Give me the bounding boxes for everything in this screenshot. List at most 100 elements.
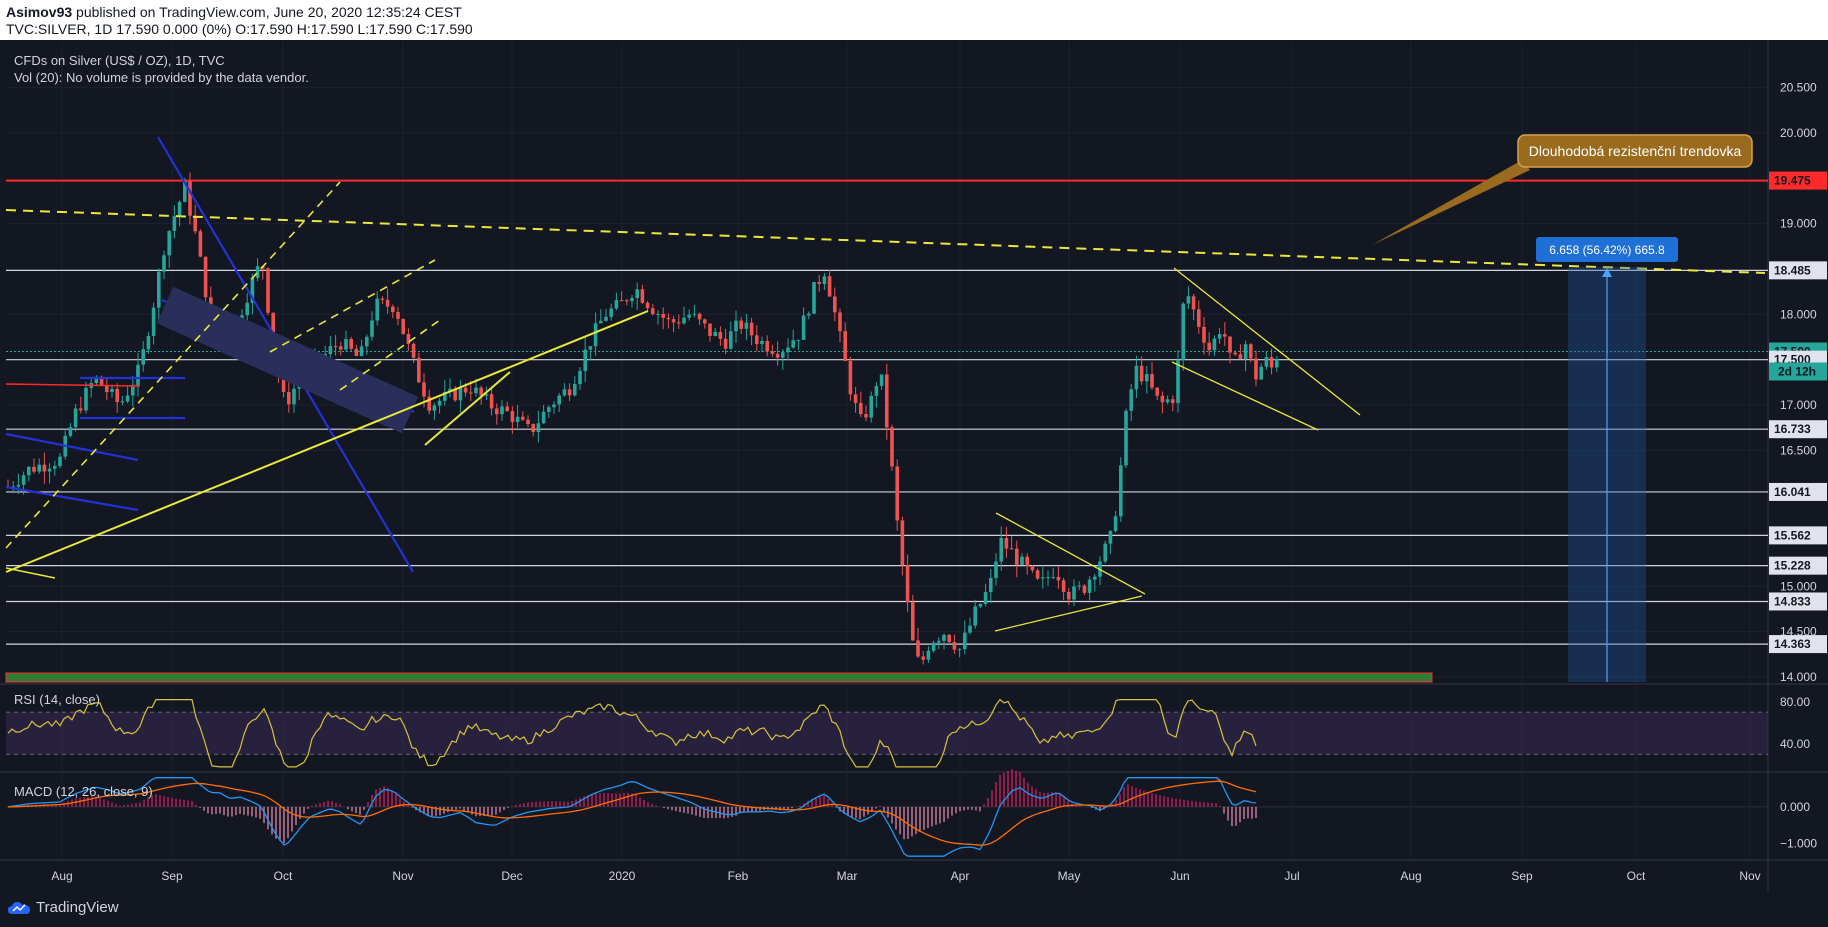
candle-body[interactable] — [588, 346, 593, 350]
candle-body[interactable] — [1072, 586, 1076, 600]
candle-body[interactable] — [209, 297, 213, 311]
candle-body[interactable] — [755, 335, 759, 345]
candle-body[interactable] — [193, 215, 197, 232]
candle-body[interactable] — [625, 300, 629, 302]
candle-body[interactable] — [807, 313, 811, 316]
candle-body[interactable] — [411, 343, 416, 358]
candle-body[interactable] — [333, 346, 338, 348]
author-name[interactable]: Asimov93 — [6, 4, 73, 20]
candle-body[interactable] — [21, 475, 26, 485]
candle-body[interactable] — [708, 323, 712, 336]
candle-body[interactable] — [1150, 374, 1154, 388]
candle-body[interactable] — [1061, 580, 1066, 592]
candle-body[interactable] — [58, 456, 62, 467]
candle-body[interactable] — [1067, 591, 1071, 600]
candle-body[interactable] — [573, 384, 577, 396]
candle-body[interactable] — [859, 402, 863, 415]
candle-body[interactable] — [1176, 359, 1180, 404]
candle-body[interactable] — [505, 406, 509, 411]
yellow-short-segment[interactable] — [5, 567, 56, 579]
candle-body[interactable] — [489, 394, 494, 409]
candle-body[interactable] — [651, 308, 655, 315]
candle-body[interactable] — [729, 331, 733, 349]
candle-body[interactable] — [916, 640, 920, 657]
candle-body[interactable] — [281, 376, 286, 393]
candle-body[interactable] — [994, 561, 998, 578]
candle-body[interactable] — [1249, 344, 1253, 359]
candle-body[interactable] — [110, 388, 114, 393]
candle-body[interactable] — [266, 268, 270, 313]
candle-body[interactable] — [1181, 303, 1185, 360]
candle-body[interactable] — [947, 634, 951, 643]
candle-body[interactable] — [1025, 556, 1029, 567]
candle-body[interactable] — [801, 315, 806, 340]
candle-body[interactable] — [822, 276, 827, 284]
candle-body[interactable] — [827, 276, 832, 297]
candle-body[interactable] — [640, 289, 645, 303]
candle-body[interactable] — [1202, 326, 1206, 343]
candle-body[interactable] — [1015, 548, 1019, 565]
candle-body[interactable] — [365, 336, 369, 347]
candle-body[interactable] — [744, 322, 749, 329]
candle-body[interactable] — [687, 314, 691, 318]
candle-body[interactable] — [1020, 556, 1024, 565]
candle-body[interactable] — [1217, 334, 1222, 339]
candle-body[interactable] — [775, 353, 780, 358]
candle-body[interactable] — [635, 289, 639, 298]
candle-body[interactable] — [557, 395, 561, 405]
candle-body[interactable] — [599, 320, 603, 324]
candle-body[interactable] — [926, 650, 931, 660]
candle-body[interactable] — [1087, 579, 1092, 593]
candle-body[interactable] — [562, 389, 567, 396]
candle-body[interactable] — [115, 388, 119, 403]
candle-body[interactable] — [79, 408, 83, 411]
macd-line[interactable] — [7, 777, 1257, 857]
candle-body[interactable] — [120, 401, 125, 403]
candle-body[interactable] — [1093, 576, 1097, 580]
candle-body[interactable] — [380, 298, 385, 300]
candle-body[interactable] — [848, 360, 853, 395]
candle-body[interactable] — [661, 313, 665, 318]
candle-body[interactable] — [167, 231, 171, 256]
candle-body[interactable] — [354, 348, 359, 356]
wedge-upper[interactable] — [1173, 267, 1361, 416]
candle-body[interactable] — [448, 388, 452, 392]
candle-body[interactable] — [255, 266, 260, 278]
candle-body[interactable] — [697, 313, 702, 320]
candle-body[interactable] — [146, 335, 151, 350]
candle-body[interactable] — [1009, 548, 1014, 550]
macd-legend[interactable]: MACD (12, 26, close, 9) — [14, 784, 153, 799]
candle-body[interactable] — [614, 300, 619, 309]
candle-body[interactable] — [531, 424, 535, 433]
candle-body[interactable] — [84, 387, 88, 411]
candle-body[interactable] — [177, 201, 182, 217]
candle-body[interactable] — [671, 319, 676, 323]
candle-body[interactable] — [817, 282, 821, 284]
candle-body[interactable] — [328, 346, 333, 355]
candle-body[interactable] — [890, 427, 894, 467]
small-channel-upper[interactable] — [5, 432, 139, 462]
yellow-short-uptrend[interactable] — [424, 371, 511, 446]
candle-body[interactable] — [1228, 336, 1232, 353]
candle-body[interactable] — [609, 308, 613, 317]
candle-body[interactable] — [370, 320, 374, 337]
candle-body[interactable] — [1212, 338, 1217, 351]
candle-body[interactable] — [853, 394, 858, 403]
candle-body[interactable] — [32, 466, 36, 472]
candle-body[interactable] — [630, 297, 634, 302]
candle-body[interactable] — [931, 642, 936, 651]
candle-body[interactable] — [53, 466, 57, 469]
candle-body[interactable] — [541, 411, 546, 424]
early-resistance[interactable] — [5, 383, 141, 387]
candle-body[interactable] — [1103, 543, 1107, 562]
candle-body[interactable] — [1197, 309, 1201, 327]
candle-body[interactable] — [973, 606, 977, 626]
candle-body[interactable] — [734, 320, 738, 332]
candle-body[interactable] — [375, 298, 379, 321]
candle-body[interactable] — [765, 340, 769, 352]
small-channel-lower[interactable] — [5, 485, 139, 512]
candle-body[interactable] — [1046, 577, 1050, 579]
candle-body[interactable] — [1056, 576, 1061, 581]
volume-legend[interactable]: Vol (20): No volume is provided by the d… — [14, 70, 309, 85]
candle-body[interactable] — [1119, 465, 1123, 517]
